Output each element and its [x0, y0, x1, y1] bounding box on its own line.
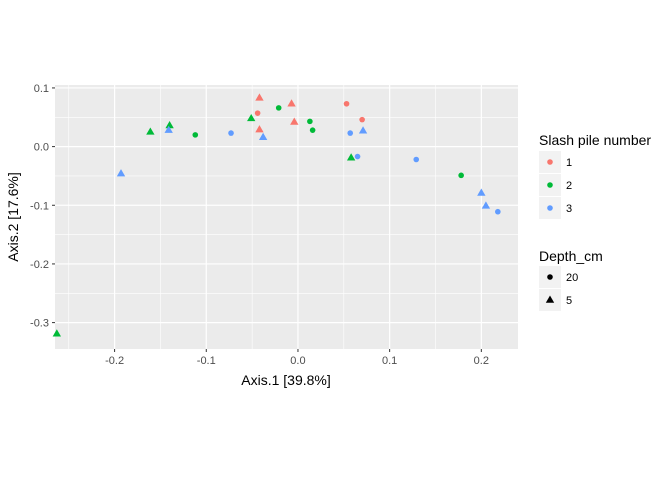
data-point	[354, 153, 361, 160]
data-point	[275, 105, 282, 111]
data-point	[255, 93, 264, 101]
data-point	[52, 329, 62, 337]
data-points	[52, 93, 501, 337]
x-axis-ticks: -0.2 -0.1 0.0 0.1 0.2	[105, 349, 489, 367]
y-tick-label: -0.3	[30, 318, 49, 330]
legend-key-color-3	[547, 205, 553, 211]
x-tick-label: 0.0	[290, 355, 305, 367]
data-point	[290, 117, 299, 125]
minor-gridlines	[55, 85, 518, 349]
data-point	[413, 156, 420, 163]
x-axis-title: Axis.1 [39.8%]	[241, 372, 331, 388]
data-point	[254, 110, 261, 116]
data-point	[307, 118, 313, 125]
y-axis-title: Axis.2 [17.6%]	[5, 172, 21, 262]
data-point	[309, 127, 316, 133]
data-point	[146, 127, 155, 135]
legend-label-depth: 20	[566, 272, 578, 284]
panel-background	[55, 85, 518, 349]
data-point	[458, 172, 464, 179]
legend-key-shape-circle	[547, 274, 553, 280]
data-point	[495, 208, 501, 215]
data-point	[116, 169, 126, 177]
legend-key-color-1	[547, 159, 553, 165]
shape-legend: Depth_cm 20 5	[539, 248, 603, 311]
legend-label-depth: 5	[566, 295, 572, 307]
data-point	[358, 126, 368, 134]
y-tick-label: -0.2	[30, 259, 49, 271]
legend-label-pile: 3	[566, 203, 572, 215]
x-tick-label: -0.1	[197, 355, 216, 367]
major-gridlines	[55, 85, 518, 349]
data-point	[287, 99, 296, 107]
color-legend-title: Slash pile number	[539, 132, 651, 148]
y-axis-ticks: 0.1 0.0 -0.1 -0.2 -0.3	[30, 83, 55, 330]
data-point	[255, 125, 264, 133]
legend-key-shape-triangle	[545, 295, 555, 303]
y-tick-label: -0.1	[30, 200, 49, 212]
x-tick-label: 0.1	[382, 355, 397, 367]
y-tick-label: 0.0	[34, 142, 49, 154]
shape-legend-title: Depth_cm	[539, 248, 603, 264]
x-tick-label: -0.2	[105, 355, 124, 367]
data-point	[359, 116, 365, 123]
data-point	[165, 121, 174, 129]
data-point	[192, 132, 199, 138]
legend-label-pile: 1	[566, 157, 572, 169]
data-point	[347, 130, 354, 136]
data-point	[481, 201, 491, 209]
color-legend: Slash pile number 1 2 3	[539, 132, 651, 219]
y-tick-label: 0.1	[34, 83, 49, 95]
data-point	[228, 130, 234, 136]
data-point	[258, 132, 268, 140]
legend-label-pile: 2	[566, 180, 572, 192]
data-point	[346, 153, 356, 161]
legend-key-color-2	[547, 182, 553, 188]
x-tick-label: 0.2	[474, 355, 489, 367]
data-point	[164, 125, 173, 133]
data-point	[477, 188, 486, 196]
data-point	[247, 113, 256, 122]
data-point	[343, 100, 350, 107]
